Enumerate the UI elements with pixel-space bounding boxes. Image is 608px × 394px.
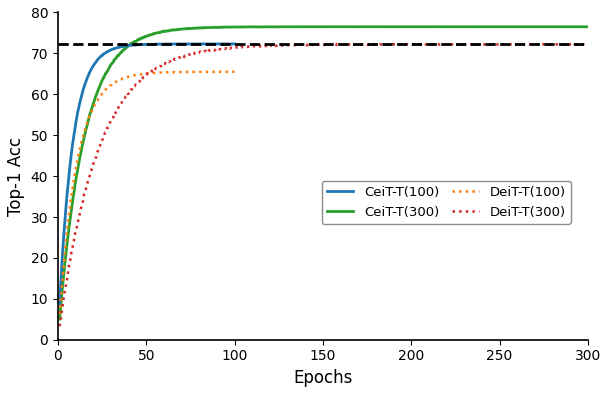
X-axis label: Epochs: Epochs bbox=[293, 369, 353, 387]
Y-axis label: Top-1 Acc: Top-1 Acc bbox=[7, 137, 25, 216]
Legend: CeiT-T(100), CeiT-T(300), DeiT-T(100), DeiT-T(300): CeiT-T(100), CeiT-T(300), DeiT-T(100), D… bbox=[322, 181, 571, 224]
